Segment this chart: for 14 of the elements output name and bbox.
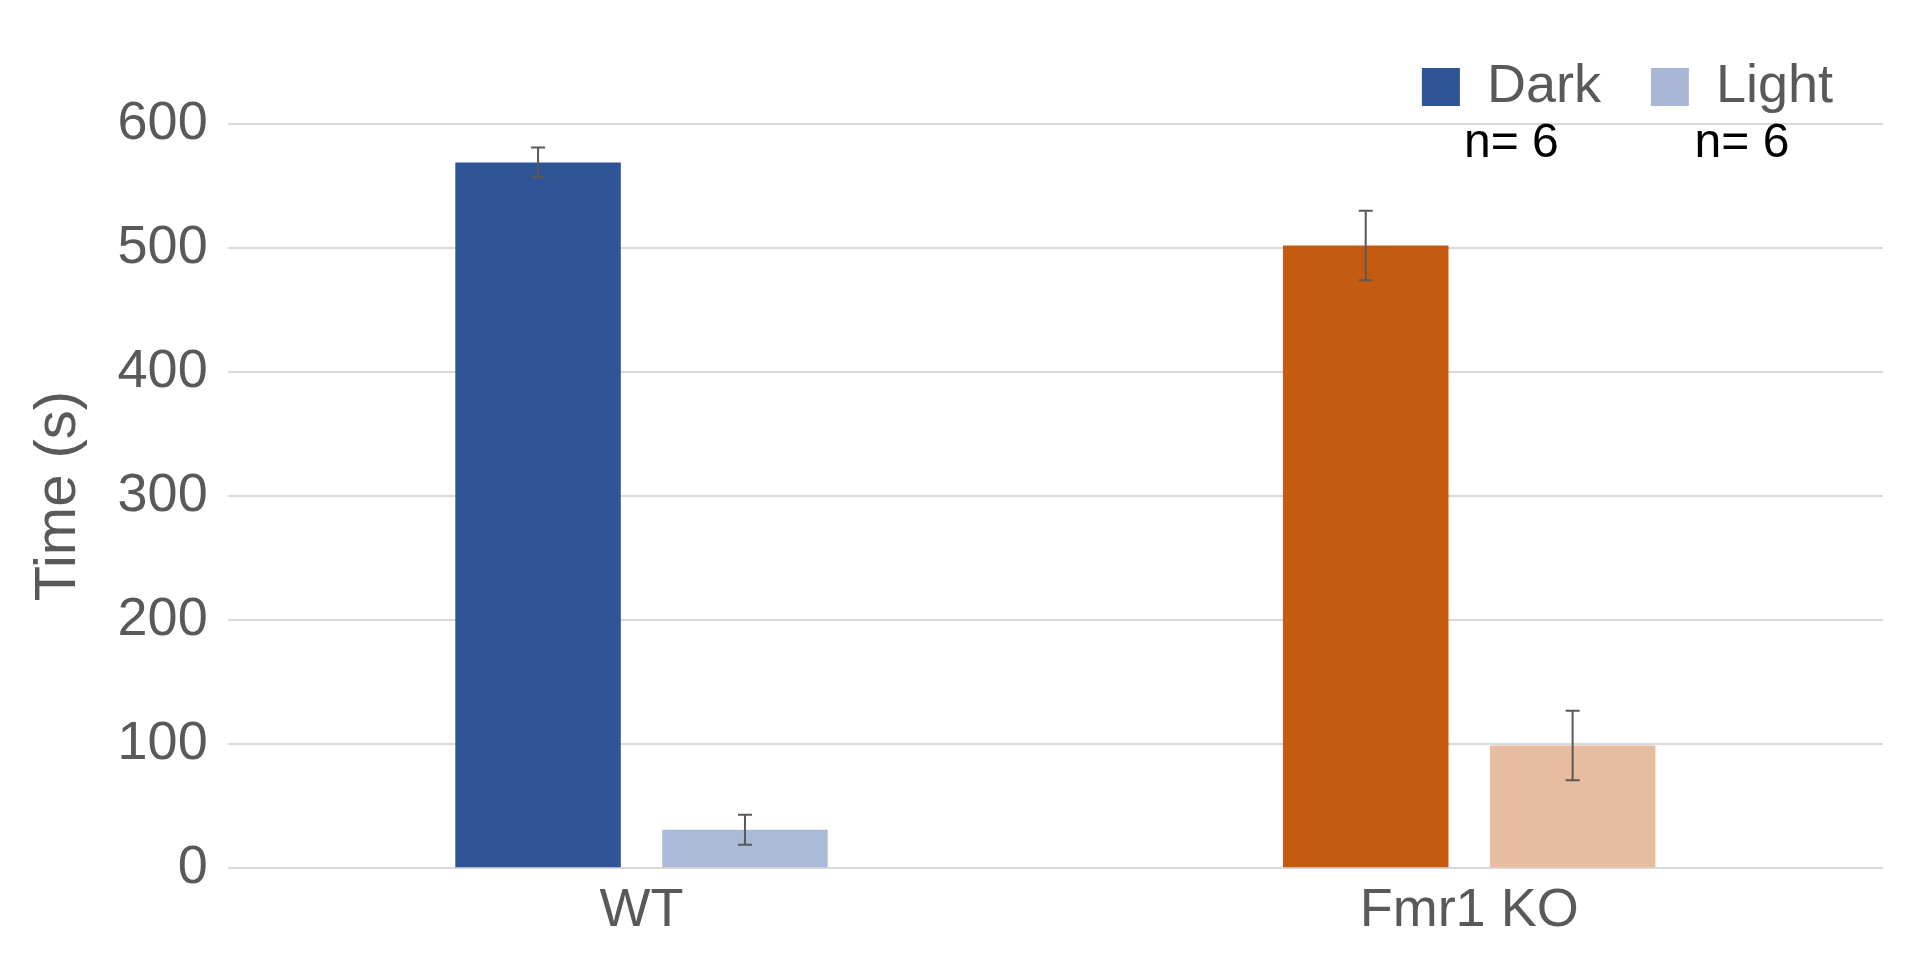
x-tick-label: WT xyxy=(599,877,684,938)
y-tick-label: 500 xyxy=(117,213,208,274)
y-tick-label: 400 xyxy=(117,337,208,398)
legend-label: Light xyxy=(1715,52,1834,113)
y-tick-label: 200 xyxy=(117,586,208,647)
annotation: n= 6 xyxy=(1694,114,1790,168)
legend-label: Dark xyxy=(1486,52,1602,113)
y-tick-label: 0 xyxy=(177,834,208,895)
y-tick-label: 100 xyxy=(117,710,208,771)
y-tick-label: 300 xyxy=(117,461,208,522)
y-tick-label: 600 xyxy=(117,89,208,150)
annotation: n= 6 xyxy=(1464,114,1559,168)
x-tick-label: Fmr1 KO xyxy=(1359,877,1579,938)
y-axis-title: Time (s) xyxy=(21,390,87,602)
